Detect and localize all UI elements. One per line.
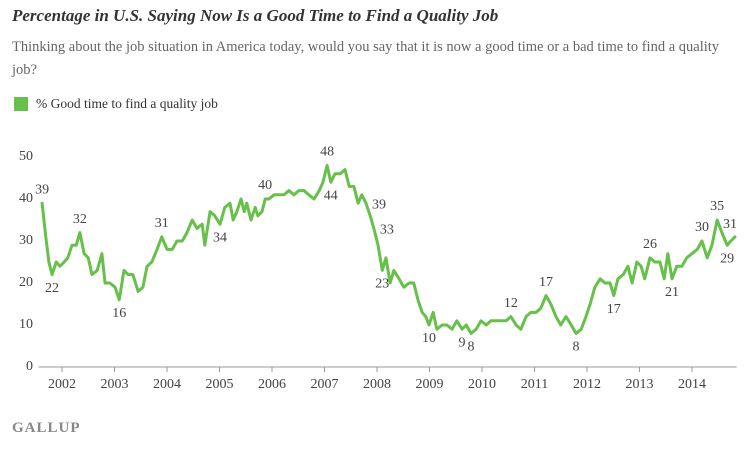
y-tick-label: 0 (26, 359, 33, 374)
data-label: 39 (372, 197, 386, 212)
y-tick-label: 30 (19, 233, 33, 248)
data-label: 9 (459, 335, 466, 350)
x-tick-label: 2004 (153, 377, 181, 392)
x-tick-label: 2002 (48, 377, 76, 392)
data-label: 16 (112, 306, 126, 321)
data-label: 17 (607, 302, 621, 317)
data-label: 8 (572, 340, 579, 355)
x-tick-label: 2008 (363, 377, 391, 392)
data-label: 26 (643, 237, 657, 252)
chart-title: Percentage in U.S. Saying Now Is a Good … (12, 6, 499, 25)
legend-label: % Good time to find a quality job (36, 96, 218, 111)
data-label: 17 (539, 275, 553, 290)
x-tick-label: 2011 (521, 377, 548, 392)
x-tick-label: 2012 (573, 377, 601, 392)
x-tick-label: 2006 (258, 377, 286, 392)
source: GALLUP (12, 420, 81, 436)
x-tick-label: 2007 (311, 377, 339, 392)
data-label: 33 (380, 223, 394, 238)
x-tick-label: 2014 (678, 377, 706, 392)
data-label: 32 (73, 212, 87, 227)
data-label: 31 (155, 216, 169, 231)
data-label: 21 (665, 285, 679, 300)
data-label: 22 (45, 281, 59, 296)
data-label: 40 (258, 178, 272, 193)
legend-swatch (14, 97, 28, 111)
x-tick-label: 2013 (625, 377, 653, 392)
data-label: 34 (213, 230, 227, 245)
data-label: 8 (467, 340, 474, 355)
data-label: 44 (324, 188, 338, 203)
y-tick-label: 20 (19, 275, 33, 290)
x-tick-label: 2010 (468, 377, 496, 392)
x-tick-label: 2005 (206, 377, 234, 392)
x-tick-label: 2003 (101, 377, 129, 392)
legend: % Good time to find a quality job (14, 96, 218, 112)
data-label: 35 (710, 199, 724, 214)
data-label: 23 (375, 277, 389, 292)
data-label: 31 (723, 217, 737, 232)
line-series (40, 163, 737, 335)
data-label: 30 (695, 220, 709, 235)
y-tick-label: 10 (19, 317, 33, 332)
y-tick-label: 40 (19, 191, 33, 206)
data-label: 12 (504, 296, 518, 311)
chart-subtitle: Thinking about the job situation in Amer… (12, 39, 720, 78)
data-label: 48 (320, 145, 334, 160)
data-label: 10 (422, 331, 436, 346)
y-tick-label: 50 (19, 149, 33, 164)
x-tick-label: 2009 (415, 377, 443, 392)
data-label: 29 (720, 251, 734, 266)
data-label: 39 (35, 182, 49, 197)
